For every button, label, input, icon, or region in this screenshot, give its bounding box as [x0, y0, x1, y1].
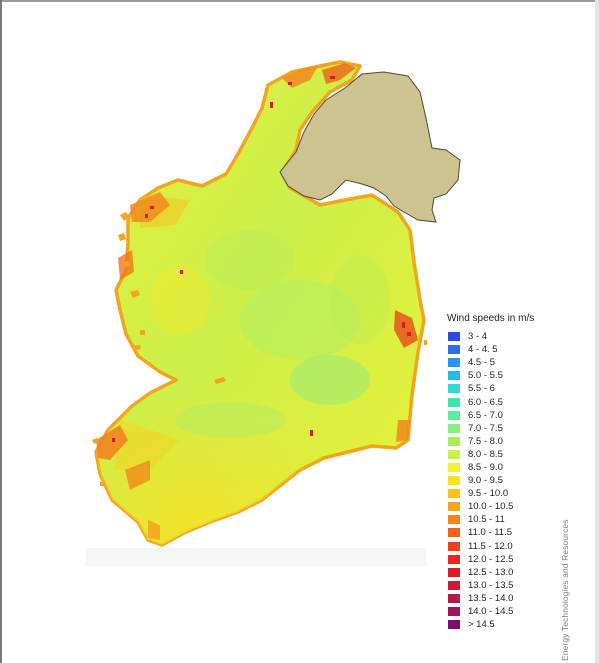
legend-swatch: [448, 371, 460, 381]
legend-item: 10.5 - 11: [445, 513, 585, 526]
legend-label: 12.5 - 13.0: [468, 566, 514, 578]
legend-title: Wind speeds in m/s: [447, 313, 535, 324]
legend-swatch: [448, 476, 460, 486]
legend-label: 12.0 - 12.5: [468, 553, 514, 565]
legend-swatch: [448, 449, 460, 459]
frame-top-edge: [0, 0, 599, 2]
legend-item: 8.0 - 8.5: [445, 448, 585, 461]
legend-item: > 14.5: [445, 618, 585, 631]
legend-swatch: [448, 489, 460, 499]
legend-label: 8.5 - 9.0: [468, 461, 503, 473]
legend-swatch: [448, 607, 460, 617]
legend-item: 6.5 - 7.0: [445, 409, 585, 422]
legend-swatch: [448, 528, 460, 538]
legend-swatch: [448, 620, 460, 630]
frame-left-edge: [0, 0, 2, 663]
legend-item: 4 - 4. 5: [445, 343, 585, 356]
legend-item: 8.5 - 9.0: [445, 461, 585, 474]
legend-item: 12.5 - 13.0: [445, 566, 585, 579]
legend-swatch: [448, 515, 460, 525]
legend-item: 12.0 - 12.5: [445, 553, 585, 566]
legend-swatch: [448, 436, 460, 446]
legend-item: 7.5 - 8.0: [445, 435, 585, 448]
legend-label: 3 - 4: [468, 331, 488, 343]
legend-swatch: [448, 462, 460, 472]
legend-label: 9.5 - 10.0: [468, 488, 509, 500]
legend-item: 6.0 - 6.5: [445, 395, 585, 408]
legend-label: 8.0 - 8.5: [468, 448, 503, 460]
offshore-islands: [92, 212, 427, 486]
legend-label: 5.0 - 5.5: [468, 370, 503, 382]
legend-item: 11.0 - 11.5: [445, 526, 585, 539]
legend-swatch: [448, 397, 460, 407]
credit-text: Energy Technologies and Resources: [560, 519, 570, 661]
legend-swatch: [448, 345, 460, 355]
legend-swatch: [448, 580, 460, 590]
legend-label: 4 - 4. 5: [468, 344, 498, 356]
legend-item: 10.0 - 10.5: [445, 500, 585, 513]
legend-item: 5.5 - 6: [445, 382, 585, 395]
legend-label: 4.5 - 5: [468, 357, 495, 369]
legend-swatch: [448, 384, 460, 394]
legend-label: 7.5 - 8.0: [468, 435, 503, 447]
legend-item: 3 - 4: [445, 330, 585, 343]
legend-item: 4.5 - 5: [445, 356, 585, 369]
legend-item: 14.0 - 14.5: [445, 605, 585, 618]
legend-label: 9.0 - 9.5: [468, 475, 503, 487]
bottom-fade-band: [86, 548, 426, 566]
legend-item: 9.0 - 9.5: [445, 474, 585, 487]
legend-label: > 14.5: [468, 619, 495, 631]
legend-swatch: [448, 358, 460, 368]
legend-swatch: [448, 554, 460, 564]
legend-label: 10.5 - 11: [468, 514, 505, 526]
legend-label: 6.0 - 6.5: [468, 396, 503, 408]
legend-swatch: [448, 593, 460, 603]
legend-swatch: [448, 332, 460, 342]
coastal-high-wind-areas: [96, 63, 418, 540]
legend-item: 11.5 - 12.0: [445, 540, 585, 553]
legend-label: 5.5 - 6: [468, 383, 495, 395]
legend-item: 5.0 - 5.5: [445, 369, 585, 382]
legend-label: 14.0 - 14.5: [468, 606, 514, 618]
legend-label: 10.0 - 10.5: [468, 501, 514, 513]
legend-swatch: [448, 410, 460, 420]
legend-item: 13.5 - 14.0: [445, 592, 585, 605]
frame-right-edge: [595, 0, 599, 663]
legend-swatch: [448, 502, 460, 512]
legend-label: 11.0 - 11.5: [468, 527, 513, 539]
legend-item: 13.0 - 13.5: [445, 579, 585, 592]
legend-label: 11.5 - 12.0: [468, 540, 513, 552]
legend-label: 6.5 - 7.0: [468, 409, 503, 421]
legend-item: 9.5 - 10.0: [445, 487, 585, 500]
legend-label: 13.5 - 14.0: [468, 592, 514, 604]
legend-label: 13.0 - 13.5: [468, 579, 514, 591]
northern-ireland-region: [279, 71, 461, 223]
legend-swatch: [448, 567, 460, 577]
legend-swatch: [448, 423, 460, 433]
legend-label: 7.0 - 7.5: [468, 422, 503, 434]
legend-item: 7.0 - 7.5: [445, 422, 585, 435]
legend-swatch: [448, 541, 460, 551]
